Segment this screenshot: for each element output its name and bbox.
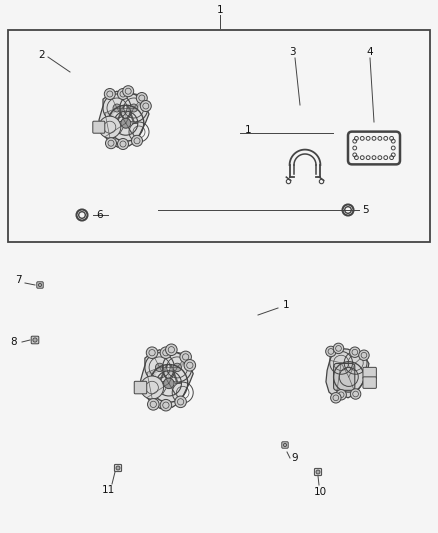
Circle shape	[184, 360, 196, 371]
Circle shape	[130, 104, 138, 112]
Circle shape	[316, 470, 320, 474]
Circle shape	[39, 284, 42, 287]
Text: 8: 8	[11, 337, 18, 347]
Circle shape	[117, 139, 128, 149]
Circle shape	[283, 443, 286, 447]
Polygon shape	[99, 91, 149, 147]
FancyBboxPatch shape	[31, 336, 39, 344]
Text: 11: 11	[101, 485, 115, 495]
Polygon shape	[147, 367, 159, 380]
Circle shape	[121, 118, 131, 128]
Text: 2: 2	[39, 50, 45, 60]
FancyBboxPatch shape	[93, 121, 105, 133]
Circle shape	[99, 116, 121, 138]
Circle shape	[350, 389, 361, 399]
Text: 5: 5	[362, 205, 369, 215]
Polygon shape	[141, 350, 193, 409]
Circle shape	[175, 396, 187, 408]
Circle shape	[123, 86, 134, 96]
Text: 9: 9	[292, 453, 298, 463]
Bar	[8, 30, 430, 242]
Circle shape	[333, 343, 344, 353]
Polygon shape	[134, 98, 146, 108]
Circle shape	[173, 363, 181, 372]
FancyBboxPatch shape	[314, 469, 321, 475]
Circle shape	[148, 399, 159, 410]
Circle shape	[166, 344, 177, 356]
Circle shape	[160, 399, 172, 411]
Polygon shape	[177, 357, 190, 367]
Text: 3: 3	[289, 47, 295, 57]
Text: 6: 6	[96, 210, 102, 220]
Text: 1: 1	[283, 300, 290, 310]
Circle shape	[336, 390, 346, 400]
Circle shape	[140, 101, 151, 111]
Polygon shape	[326, 349, 369, 398]
FancyBboxPatch shape	[363, 367, 376, 379]
Circle shape	[331, 393, 341, 403]
Circle shape	[33, 338, 37, 342]
FancyBboxPatch shape	[114, 464, 122, 472]
Circle shape	[141, 376, 163, 399]
FancyBboxPatch shape	[334, 364, 355, 390]
FancyBboxPatch shape	[37, 282, 43, 288]
FancyBboxPatch shape	[134, 381, 147, 394]
Text: 7: 7	[15, 275, 21, 285]
Text: 1: 1	[217, 5, 223, 15]
Circle shape	[350, 347, 360, 358]
Text: 10: 10	[314, 487, 327, 497]
Text: 1: 1	[245, 125, 251, 135]
Circle shape	[155, 363, 164, 372]
Circle shape	[117, 88, 128, 100]
Text: 4: 4	[367, 47, 373, 57]
Polygon shape	[105, 108, 117, 120]
Polygon shape	[117, 108, 134, 123]
FancyBboxPatch shape	[363, 377, 376, 389]
Circle shape	[116, 466, 120, 470]
Circle shape	[163, 378, 174, 389]
Circle shape	[180, 351, 191, 362]
Circle shape	[160, 347, 172, 359]
FancyBboxPatch shape	[282, 442, 288, 448]
Circle shape	[146, 347, 158, 359]
Circle shape	[106, 138, 117, 149]
Circle shape	[131, 135, 142, 146]
Circle shape	[136, 93, 147, 103]
Circle shape	[113, 104, 121, 112]
Circle shape	[359, 350, 369, 360]
Circle shape	[104, 88, 115, 100]
Polygon shape	[159, 367, 177, 383]
Circle shape	[326, 346, 336, 357]
